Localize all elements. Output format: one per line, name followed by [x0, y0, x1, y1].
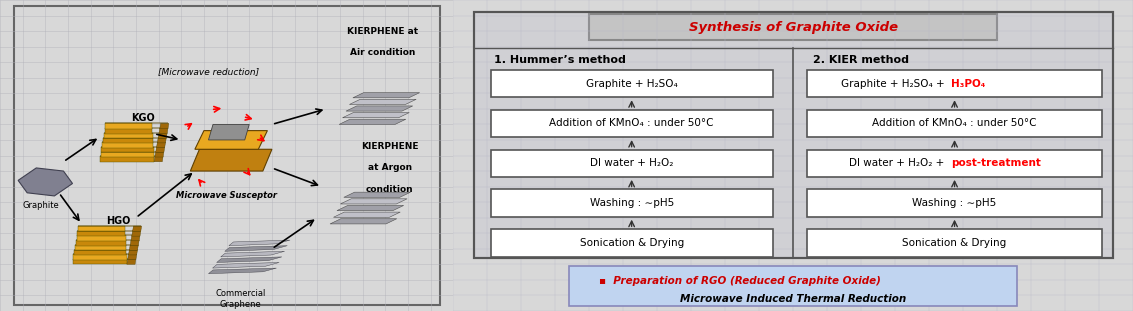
Text: post-treatment: post-treatment: [952, 158, 1041, 168]
FancyBboxPatch shape: [807, 189, 1102, 217]
Text: Synthesis of Graphite Oxide: Synthesis of Graphite Oxide: [689, 21, 897, 34]
FancyBboxPatch shape: [474, 12, 1113, 258]
FancyBboxPatch shape: [75, 245, 126, 250]
Text: KIERPHENE at: KIERPHENE at: [348, 27, 418, 35]
Polygon shape: [337, 206, 403, 211]
FancyBboxPatch shape: [101, 152, 154, 157]
Polygon shape: [131, 231, 140, 236]
Text: Microwave Susceptor: Microwave Susceptor: [176, 192, 278, 200]
FancyBboxPatch shape: [491, 189, 773, 217]
FancyBboxPatch shape: [76, 240, 126, 246]
Polygon shape: [18, 168, 73, 196]
Polygon shape: [128, 254, 137, 260]
Text: Graphene: Graphene: [220, 300, 261, 309]
FancyBboxPatch shape: [77, 235, 126, 241]
Text: Commercial: Commercial: [215, 290, 265, 298]
Polygon shape: [131, 235, 140, 241]
Polygon shape: [190, 149, 272, 171]
Polygon shape: [127, 259, 136, 264]
Polygon shape: [339, 119, 406, 124]
Text: DI water + H₂O₂: DI water + H₂O₂: [590, 158, 673, 168]
Polygon shape: [195, 131, 267, 149]
FancyBboxPatch shape: [100, 156, 154, 162]
Polygon shape: [159, 128, 168, 133]
FancyBboxPatch shape: [807, 150, 1102, 177]
Polygon shape: [343, 192, 410, 197]
FancyBboxPatch shape: [569, 266, 1017, 306]
Polygon shape: [208, 124, 249, 140]
Text: Air condition: Air condition: [350, 49, 416, 57]
Polygon shape: [216, 257, 282, 262]
Polygon shape: [330, 219, 397, 224]
Text: Sonication & Drying: Sonication & Drying: [579, 238, 684, 248]
Polygon shape: [133, 226, 142, 231]
Text: DI water + H₂O₂ +: DI water + H₂O₂ +: [850, 158, 947, 168]
FancyBboxPatch shape: [105, 123, 152, 129]
Polygon shape: [221, 251, 284, 257]
Text: Sonication & Drying: Sonication & Drying: [902, 238, 1007, 248]
FancyBboxPatch shape: [74, 249, 127, 255]
Polygon shape: [130, 240, 139, 246]
FancyBboxPatch shape: [491, 229, 773, 257]
Text: [Microwave reduction]: [Microwave reduction]: [157, 67, 259, 76]
FancyBboxPatch shape: [103, 137, 153, 143]
Polygon shape: [159, 133, 168, 138]
Text: H₃PO₄: H₃PO₄: [952, 79, 986, 89]
Polygon shape: [352, 93, 419, 98]
Polygon shape: [157, 137, 167, 143]
Text: ▪  Preparation of RGO (Reduced Graphite Oxide): ▪ Preparation of RGO (Reduced Graphite O…: [599, 276, 881, 285]
Text: Graphite + H₂SO₄: Graphite + H₂SO₄: [586, 79, 678, 89]
FancyBboxPatch shape: [104, 128, 153, 133]
Text: 1. Hummer’s method: 1. Hummer’s method: [494, 55, 625, 65]
Polygon shape: [340, 199, 407, 204]
FancyBboxPatch shape: [77, 231, 126, 236]
FancyBboxPatch shape: [491, 150, 773, 177]
Polygon shape: [342, 113, 409, 118]
Polygon shape: [154, 156, 163, 162]
Text: Washing : ∼pH5: Washing : ∼pH5: [912, 198, 997, 208]
FancyBboxPatch shape: [104, 133, 153, 138]
Polygon shape: [229, 240, 290, 246]
Polygon shape: [213, 262, 279, 268]
Polygon shape: [155, 147, 164, 152]
Polygon shape: [224, 246, 288, 251]
FancyBboxPatch shape: [807, 110, 1102, 137]
Text: at Argon: at Argon: [368, 164, 411, 172]
FancyBboxPatch shape: [102, 142, 153, 148]
Text: Addition of KMnO₄ : under 50°C: Addition of KMnO₄ : under 50°C: [550, 118, 714, 128]
Polygon shape: [160, 123, 169, 129]
Polygon shape: [333, 212, 400, 217]
Text: 2. KIER method: 2. KIER method: [813, 55, 910, 65]
Text: HGO: HGO: [105, 216, 130, 226]
FancyBboxPatch shape: [74, 254, 127, 260]
Text: Graphite: Graphite: [23, 201, 59, 210]
FancyBboxPatch shape: [491, 70, 773, 97]
FancyBboxPatch shape: [807, 70, 1102, 97]
Polygon shape: [208, 268, 276, 274]
Polygon shape: [128, 249, 137, 255]
Text: Washing : ∼pH5: Washing : ∼pH5: [589, 198, 674, 208]
Polygon shape: [155, 152, 164, 157]
FancyBboxPatch shape: [73, 259, 127, 264]
FancyBboxPatch shape: [807, 229, 1102, 257]
Text: Addition of KMnO₄ : under 50°C: Addition of KMnO₄ : under 50°C: [872, 118, 1037, 128]
Text: condition: condition: [366, 185, 414, 194]
Text: Graphite + H₂SO₄ +: Graphite + H₂SO₄ +: [841, 79, 947, 89]
Text: KIERPHENE: KIERPHENE: [361, 142, 418, 151]
Text: Microwave Induced Thermal Reduction: Microwave Induced Thermal Reduction: [680, 294, 906, 304]
FancyBboxPatch shape: [78, 226, 125, 231]
Text: KGO: KGO: [131, 113, 154, 123]
Polygon shape: [156, 142, 165, 148]
FancyBboxPatch shape: [589, 14, 997, 40]
FancyBboxPatch shape: [491, 110, 773, 137]
Polygon shape: [349, 99, 416, 104]
FancyBboxPatch shape: [101, 147, 154, 152]
Polygon shape: [129, 245, 138, 250]
Polygon shape: [346, 106, 412, 111]
